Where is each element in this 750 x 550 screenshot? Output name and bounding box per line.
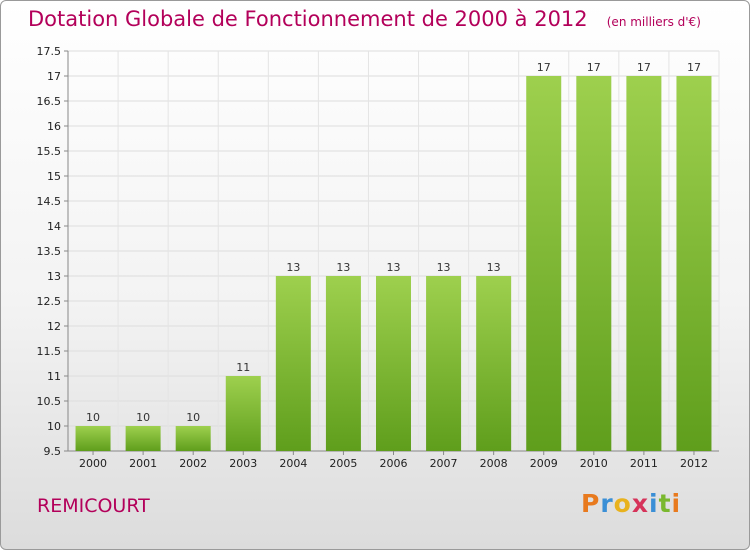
bar — [75, 426, 111, 451]
y-tick-label: 9.5 — [44, 445, 62, 458]
y-tick-label: 11.5 — [37, 345, 62, 358]
y-tick-label: 13 — [47, 270, 61, 283]
chart-unit-note: (en milliers d'€) — [606, 15, 701, 29]
bar-value-label: 13 — [487, 261, 501, 274]
y-tick-label: 16 — [47, 120, 61, 133]
bar — [225, 376, 261, 451]
x-tick-label: 2003 — [229, 457, 257, 470]
y-tick-label: 16.5 — [37, 95, 62, 108]
bar-value-label: 11 — [236, 361, 250, 374]
bar-value-label: 17 — [537, 61, 551, 74]
x-tick-label: 2004 — [279, 457, 307, 470]
x-tick-label: 2007 — [430, 457, 458, 470]
x-tick-label: 2002 — [179, 457, 207, 470]
y-tick-label: 12.5 — [37, 295, 62, 308]
logo-letter: t — [658, 489, 672, 518]
proxiti-logo[interactable]: Proxiti — [581, 489, 681, 518]
y-tick-label: 14.5 — [37, 195, 62, 208]
bar — [325, 276, 361, 451]
chart-title-text: Dotation Globale de Fonctionnement de 20… — [28, 7, 588, 31]
commune-name: REMICOURT — [37, 495, 150, 517]
x-tick-label: 2010 — [580, 457, 608, 470]
y-tick-label: 12 — [47, 320, 61, 333]
bar — [526, 76, 562, 451]
bar — [125, 426, 161, 451]
chart-title: Dotation Globale de Fonctionnement de 20… — [28, 7, 701, 31]
y-tick-label: 17.5 — [37, 45, 62, 58]
bar-value-label: 10 — [86, 411, 100, 424]
y-tick-label: 13.5 — [37, 245, 62, 258]
bar-value-label: 13 — [437, 261, 451, 274]
bar — [576, 76, 612, 451]
labels: 10 2000 10 2001 10 2002 11 2003 13 2004 13 2005 13 20… — [79, 61, 708, 470]
y-tick-label: 14 — [47, 220, 61, 233]
y-tick-label: 15.5 — [37, 145, 62, 158]
bar — [476, 276, 512, 451]
x-tick-label: 2005 — [329, 457, 357, 470]
logo-letter: o — [613, 489, 632, 518]
logo-letter: r — [600, 489, 614, 518]
logo-letter: x — [631, 489, 649, 518]
x-tick-label: 2006 — [380, 457, 408, 470]
bar-value-label: 17 — [687, 61, 701, 74]
x-tick-label: 2008 — [480, 457, 508, 470]
x-tick-label: 2011 — [630, 457, 658, 470]
bar — [275, 276, 311, 451]
bar-value-label: 17 — [637, 61, 651, 74]
y-tick-label: 15 — [47, 170, 61, 183]
y-tick-label: 10 — [47, 420, 61, 433]
y-tick-label: 10.5 — [37, 395, 62, 408]
bar — [175, 426, 211, 451]
y-tick-label: 11 — [47, 370, 61, 383]
bar-value-label: 10 — [186, 411, 200, 424]
logo-letter: i — [649, 489, 659, 518]
bar — [426, 276, 462, 451]
bar-value-label: 10 — [136, 411, 150, 424]
x-tick-label: 2009 — [530, 457, 558, 470]
bar-value-label: 13 — [286, 261, 300, 274]
bar-value-label: 13 — [336, 261, 350, 274]
x-tick-label: 2000 — [79, 457, 107, 470]
logo-letter: i — [671, 489, 682, 518]
bar-value-label: 17 — [587, 61, 601, 74]
bar-value-label: 13 — [387, 261, 401, 274]
x-tick-label: 2012 — [680, 457, 708, 470]
logo-letter: P — [581, 489, 601, 518]
bar — [676, 76, 712, 451]
bars — [75, 76, 712, 451]
bar — [626, 76, 662, 451]
bar — [376, 276, 411, 451]
y-tick-label: 17 — [47, 70, 61, 83]
x-tick-label: 2001 — [129, 457, 157, 470]
